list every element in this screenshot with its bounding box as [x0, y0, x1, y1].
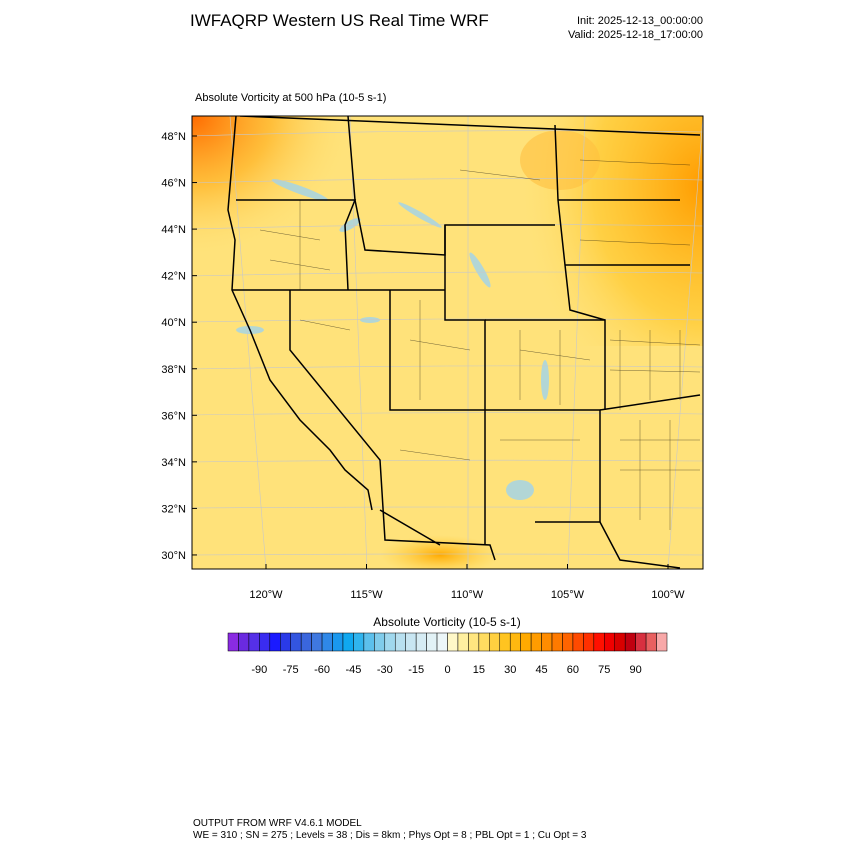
- colorbar-label: -60: [314, 664, 330, 676]
- colorbar-swatch: [457, 632, 469, 652]
- colorbar-swatch: [238, 632, 250, 652]
- colorbar-swatch: [593, 632, 605, 652]
- lat-label: 40°N: [161, 317, 186, 329]
- colorbar-label: -15: [408, 664, 424, 676]
- lat-label: 48°N: [161, 131, 186, 143]
- colorbar-swatch: [530, 632, 542, 652]
- colorbar-label: 45: [535, 664, 547, 676]
- colorbar-swatch: [489, 632, 501, 652]
- colorbar-swatch: [332, 632, 344, 652]
- colorbar-swatch: [583, 632, 595, 652]
- lat-label: 34°N: [161, 457, 186, 469]
- colorbar-title: Absolute Vorticity (10-5 s-1): [373, 615, 520, 629]
- colorbar-swatch: [656, 632, 668, 652]
- valid-time: Valid: 2025-12-18_17:00:00: [568, 29, 703, 41]
- map-field: [192, 116, 703, 569]
- colorbar-swatch: [551, 632, 563, 652]
- lon-label: 100°W: [651, 589, 685, 601]
- colorbar-swatch: [259, 632, 271, 652]
- colorbar-swatch: [562, 632, 574, 652]
- map-frame: [191, 115, 704, 570]
- footer-line: WE = 310 ; SN = 275 ; Levels = 38 ; Dis …: [193, 830, 587, 841]
- colorbar-swatch: [499, 632, 511, 652]
- colorbar-swatch: [478, 632, 490, 652]
- colorbar-label: 0: [444, 664, 450, 676]
- lon-label: 105°W: [551, 589, 585, 601]
- colorbar-swatch: [415, 632, 427, 652]
- colorbar-swatch: [300, 632, 312, 652]
- lon-label: 110°W: [451, 589, 484, 601]
- colorbar-swatch: [604, 632, 615, 652]
- colorbar-swatch: [635, 632, 647, 652]
- lat-label: 30°N: [161, 550, 186, 562]
- lat-label: 38°N: [161, 364, 186, 376]
- colorbar-label: 15: [473, 664, 485, 676]
- title: IWFAQRP Western US Real Time WRF: [190, 11, 489, 30]
- colorbar-swatch: [447, 632, 459, 652]
- colorbar-swatch: [280, 632, 291, 652]
- lon-labels: 120°W 115°W 110°W 105°W 100°W: [249, 564, 685, 601]
- lat-label: 42°N: [161, 271, 186, 283]
- lat-label: 44°N: [161, 224, 186, 236]
- colorbar-swatch: [624, 632, 636, 652]
- colorbar-swatch: [353, 632, 365, 652]
- colorbar: [227, 632, 668, 652]
- colorbar-swatch: [426, 632, 438, 652]
- colorbar-label: 90: [630, 664, 642, 676]
- colorbar-swatch: [227, 632, 239, 652]
- colorbar-label: 30: [504, 664, 516, 676]
- colorbar-labels: -90 -75 -60 -45 -30 -15 0 15 30 45 60 75 90: [251, 664, 641, 676]
- lon-label: 115°W: [350, 589, 383, 601]
- colorbar-swatch: [572, 632, 584, 652]
- lon-label: 120°W: [249, 589, 283, 601]
- map-subtitle: Absolute Vorticity at 500 hPa (10-5 s-1): [195, 92, 386, 104]
- colorbar-label: -45: [345, 664, 361, 676]
- colorbar-swatch: [645, 632, 657, 652]
- colorbar-swatch: [541, 632, 553, 652]
- colorbar-label: -30: [377, 664, 393, 676]
- colorbar-label: 75: [598, 664, 610, 676]
- lat-label: 36°N: [161, 410, 186, 422]
- footer-line: OUTPUT FROM WRF V4.6.1 MODEL: [193, 818, 362, 829]
- colorbar-swatch: [248, 632, 260, 652]
- colorbar-label: -90: [251, 664, 267, 676]
- colorbar-swatch: [468, 632, 480, 652]
- colorbar-swatch: [520, 632, 532, 652]
- colorbar-label: -75: [283, 664, 299, 676]
- lat-label: 32°N: [161, 503, 186, 515]
- lat-labels: 48°N 46°N 44°N 42°N 40°N 38°N 36°N 34°N 32°N 30°N: [161, 131, 197, 562]
- colorbar-swatch: [290, 632, 302, 652]
- colorbar-label: 60: [567, 664, 579, 676]
- colorbar-swatch: [436, 632, 448, 652]
- colorbar-swatch: [509, 632, 521, 652]
- colorbar-swatch: [321, 632, 333, 652]
- colorbar-swatch: [394, 632, 406, 652]
- colorbar-swatch: [311, 632, 323, 652]
- colorbar-swatch: [614, 632, 626, 652]
- colorbar-swatch: [384, 632, 396, 652]
- colorbar-swatch: [363, 632, 375, 652]
- colorbar-swatch: [374, 632, 386, 652]
- colorbar-swatch: [342, 632, 354, 652]
- colorbar-swatch: [405, 632, 417, 652]
- lat-label: 46°N: [161, 178, 186, 190]
- colorbar-swatch: [269, 632, 281, 652]
- init-time: Init: 2025-12-13_00:00:00: [577, 15, 703, 27]
